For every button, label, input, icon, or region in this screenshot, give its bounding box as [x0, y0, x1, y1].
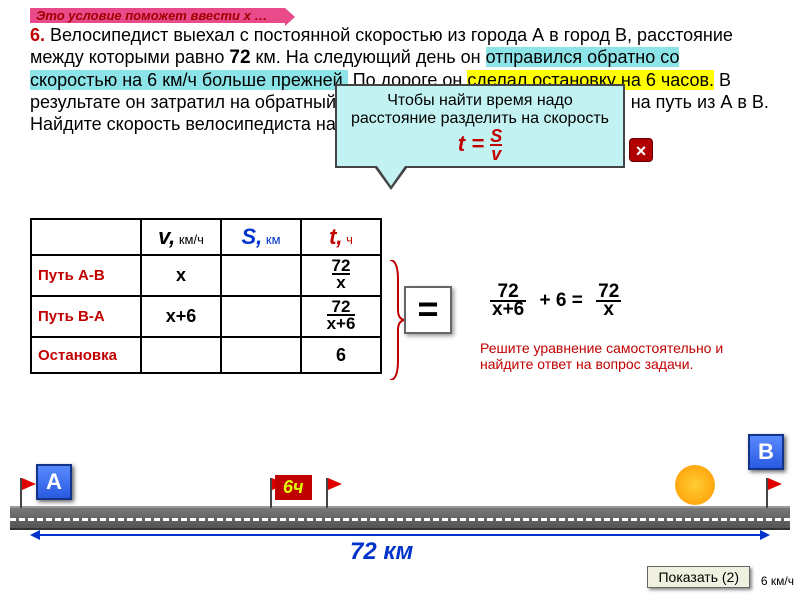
cell: x+6 [141, 296, 221, 337]
cell: x [141, 255, 221, 296]
table-row-stop: Остановка 6 [31, 337, 381, 373]
stop-time-label: 6ч [275, 475, 312, 500]
cell: 6 [301, 337, 381, 373]
problem-part: км. На следующий день он [251, 47, 486, 67]
tooltip-line1: Чтобы найти время надо [345, 92, 615, 110]
formula-v: v [490, 146, 502, 162]
problem-number: 6. [30, 25, 45, 45]
col-velocity: v, км/ч [141, 219, 221, 255]
table-row-ab: Путь А-В x 72x [31, 255, 381, 296]
hint-tag: Это условие поможет ввести x … [30, 8, 285, 23]
sun-icon [675, 465, 715, 505]
flag-icon [20, 478, 40, 508]
row-label: Путь В-А [31, 296, 141, 337]
data-table: v, км/ч S, км t, ч Путь А-В x 72x Путь В… [30, 218, 382, 374]
equals-sign: = [404, 286, 452, 334]
show-button[interactable]: Показать (2) [647, 566, 750, 588]
point-b-marker: В [748, 434, 784, 470]
formula-t: t = [458, 131, 484, 156]
row-label: Остановка [31, 337, 141, 373]
close-icon[interactable]: × [629, 138, 653, 162]
table-row-ba: Путь В-А x+6 72x+6 [31, 296, 381, 337]
distance-label: 72 км [350, 538, 413, 566]
col-time: t, ч [301, 219, 381, 255]
road-graphic [10, 506, 790, 530]
solve-instruction: Решите уравнение самостоятельно и найдит… [480, 340, 780, 372]
flag-icon [326, 478, 346, 508]
tooltip-formula: t = S v [345, 128, 615, 162]
speed-unit-label: 6 км/ч [761, 574, 794, 588]
distance-value: 72 [229, 47, 250, 68]
formula-tooltip: Чтобы найти время надо расстояние раздел… [335, 84, 625, 168]
point-a-marker: А [36, 464, 72, 500]
tooltip-line2: расстояние разделить на скорость [345, 110, 615, 128]
equation-rhs: 72x+6 + 6 = 72x [490, 284, 621, 318]
col-distance: S, км [221, 219, 301, 255]
flag-icon [766, 478, 786, 508]
row-label: Путь А-В [31, 255, 141, 296]
